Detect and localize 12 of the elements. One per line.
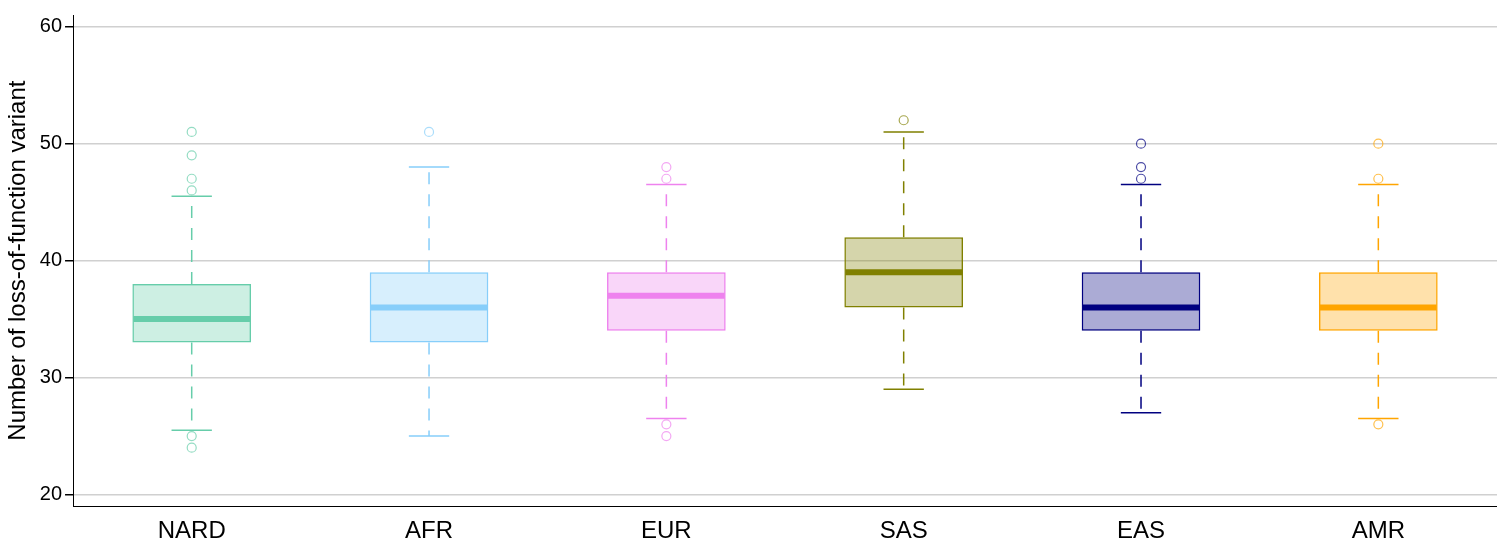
x-tick-label: EUR <box>641 516 692 544</box>
y-axis-title: Number of loss-of-function variant <box>3 80 31 441</box>
y-tick-label: 50 <box>39 131 63 154</box>
x-tick-label: SAS <box>879 516 928 544</box>
y-tick-label: 30 <box>39 365 63 388</box>
x-tick-label: NARD <box>157 516 226 544</box>
x-tick-label: AFR <box>405 516 454 544</box>
y-tick-label: 20 <box>39 482 63 505</box>
y-tick-label: 40 <box>39 248 63 271</box>
x-tick-label: EAS <box>1117 516 1166 544</box>
y-tick-label: 60 <box>39 14 63 37</box>
x-tick-label: AMR <box>1351 516 1406 544</box>
